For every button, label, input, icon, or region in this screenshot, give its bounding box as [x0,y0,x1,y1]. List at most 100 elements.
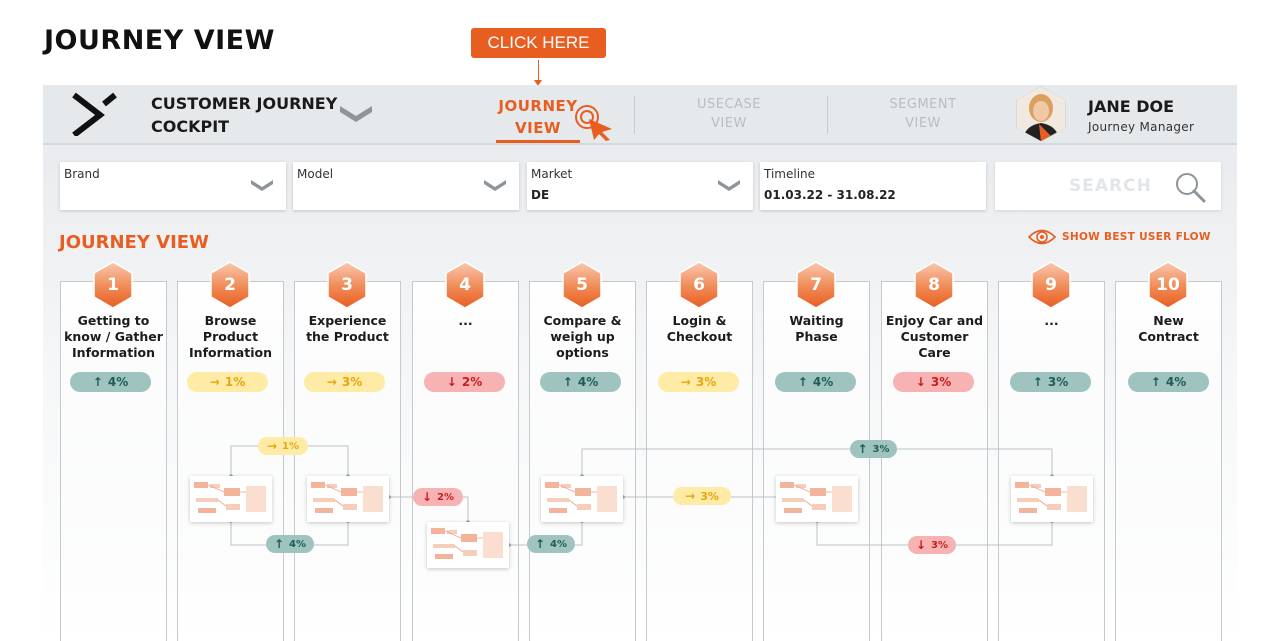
flow-kpi-badge[interactable]: ↓ 2% [413,488,463,506]
tab-segment-view[interactable]: SEGMENT VIEW [889,97,957,131]
stage-column[interactable]: Enjoy Car and Customer Care [881,281,988,641]
stage-number-badge: 5 [561,261,603,309]
trend-arrow-icon: ↑ [562,375,573,389]
journey-screen-thumbnail[interactable] [307,476,389,522]
stage-number: 2 [224,275,236,295]
stage-number-badge: 9 [1030,261,1072,309]
kpi-value: 4% [107,375,129,389]
stage-title: Getting to know / Gather Information [64,313,163,360]
user-name: JANE DOE [1088,97,1175,116]
stage-number: 10 [1156,275,1180,295]
flow-kpi-badge[interactable]: ↓ 3% [908,536,956,554]
stage-number-badge: 4 [444,261,486,309]
kpi-value: 4% [1165,375,1187,389]
stage-kpi-pill[interactable]: ↑ 4% [775,372,856,392]
chevron-down-icon[interactable] [717,177,741,191]
trend-arrow-icon: ↑ [534,537,546,551]
journey-screen-thumbnail[interactable] [427,522,509,568]
filter-label: Model [297,167,334,181]
wireframe-preview [545,482,617,513]
flow-kpi-badge[interactable]: ↑ 4% [527,535,575,553]
stage-number: 9 [1045,275,1057,295]
trend-arrow-icon: ↑ [92,375,103,389]
wireframe-preview [431,528,503,559]
stage-column[interactable]: ... [412,281,519,641]
stage-kpi-pill[interactable]: → 3% [658,372,739,392]
flow-kpi-badge[interactable]: ↑ 3% [850,440,897,458]
stage-kpi-pill[interactable]: ↑ 3% [1010,372,1091,392]
stage-column[interactable]: Compare & weigh up options [529,281,636,641]
stage-title: Waiting Phase [789,313,844,344]
kpi-value: 1% [282,440,300,452]
kpi-value: 2% [437,491,455,503]
filter-value: 01.03.22 - 31.08.22 [764,188,896,202]
stage-title: Login & Checkout [666,313,733,344]
stage-kpi-pill[interactable]: ↓ 3% [893,372,974,392]
nav-divider [827,96,828,134]
wireframe-preview [311,482,383,513]
trend-arrow-icon: ↓ [446,375,457,389]
journey-screen-thumbnail[interactable] [1011,476,1093,522]
chevron-down-icon[interactable] [250,177,274,191]
tab-journey-view[interactable]: JOURNEY VIEW [498,97,578,137]
search-input[interactable]: SEARCH [1069,176,1152,196]
trend-arrow-icon: ↑ [797,375,808,389]
stage-kpi-pill[interactable]: ↑ 4% [70,372,151,392]
stage-kpi-pill[interactable]: ↑ 4% [540,372,621,392]
filter-value: DE [531,188,550,202]
callout-connector [538,60,539,84]
kpi-value: 2% [461,375,483,389]
show-best-user-flow-button[interactable]: SHOW BEST USER FLOW [1028,227,1211,247]
stage-number: 3 [341,275,353,295]
trend-arrow-icon: → [685,489,696,503]
kpi-value: 4% [289,538,307,550]
stage-column[interactable]: New Contract [1115,281,1222,641]
app-name: CUSTOMER JOURNEY COCKPIT [151,94,338,136]
stage-kpi-pill[interactable]: → 3% [304,372,385,392]
journey-screen-thumbnail[interactable] [776,476,858,522]
stage-number-badge: 10 [1147,261,1189,309]
stage-kpi-pill[interactable]: → 1% [187,372,268,392]
kpi-value: 3% [930,375,952,389]
app-menu-chevron-icon[interactable] [338,100,374,122]
filter-label: Timeline [764,167,816,181]
flow-kpi-badge[interactable]: → 1% [258,437,308,455]
search-icon[interactable] [1173,170,1207,204]
stage-column[interactable]: Waiting Phase [763,281,870,641]
nav-divider [634,96,635,134]
search-box[interactable]: SEARCH [995,162,1221,210]
kpi-value: 1% [224,375,246,389]
stage-number-badge: 6 [678,261,720,309]
timeline-filter[interactable]: Timeline 01.03.22 - 31.08.22 [760,162,986,210]
user-avatar[interactable] [1015,86,1067,142]
kpi-value: 3% [872,443,890,455]
page-title: JOURNEY VIEW [44,25,275,56]
stage-column[interactable]: Getting to know / Gather Information [60,281,167,641]
stage-column[interactable]: Experience the Product [294,281,401,641]
kpi-value: 4% [577,375,599,389]
trend-arrow-icon: → [326,375,337,389]
stage-kpi-pill[interactable]: ↓ 2% [424,372,505,392]
market-filter[interactable]: Market DE [527,162,753,210]
kpi-value: 3% [700,489,719,503]
tab-usecase-view[interactable]: USECASE VIEW [697,97,761,131]
kpi-value: 4% [550,538,568,550]
model-filter[interactable]: Model [293,162,519,210]
trend-arrow-icon: ↓ [915,538,927,552]
journey-screen-thumbnail[interactable] [190,476,272,522]
flow-kpi-badge[interactable]: ↑ 4% [266,535,314,553]
click-cursor-icon [575,105,612,141]
journey-screen-thumbnail[interactable] [541,476,623,522]
eye-icon [1028,229,1056,245]
wireframe-preview [780,482,852,513]
stage-number-badge: 8 [913,261,955,309]
stage-title: Experience the Product [306,313,389,344]
brand-filter[interactable]: Brand [60,162,286,210]
show-best-user-flow-label: SHOW BEST USER FLOW [1062,231,1211,243]
stage-kpi-pill[interactable]: ↑ 4% [1128,372,1209,392]
flow-kpi-badge[interactable]: → 3% [673,487,731,505]
stage-column[interactable]: Login & Checkout [646,281,753,641]
kpi-value: 4% [812,375,834,389]
chevron-down-icon[interactable] [483,177,507,191]
